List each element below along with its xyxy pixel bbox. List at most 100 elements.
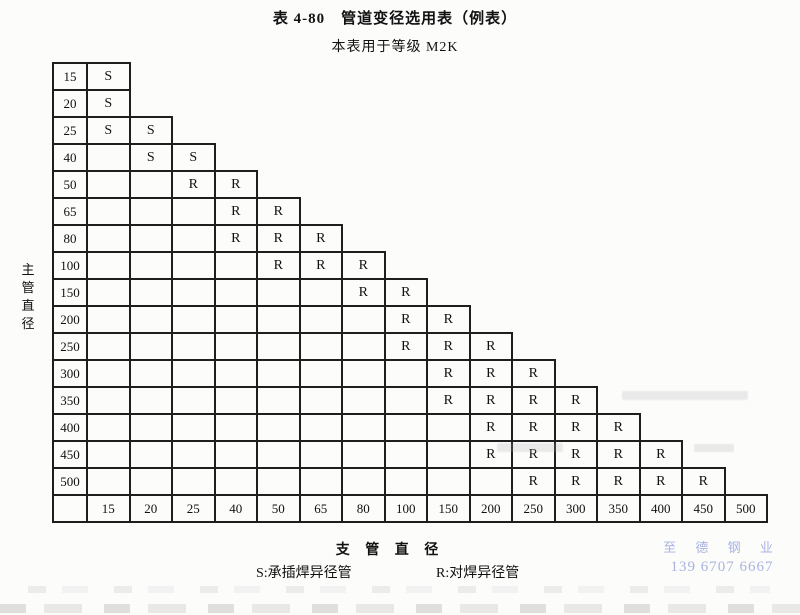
table-row: 50 R R xyxy=(52,170,767,199)
main-pipe-axis-label: 主管直径 xyxy=(21,262,35,331)
row-label: 500 xyxy=(52,467,88,496)
empty-cell xyxy=(171,305,216,334)
empty-cell xyxy=(171,359,216,388)
mark-cell: R xyxy=(426,332,471,361)
row-label: 100 xyxy=(52,251,88,280)
col-label: 350 xyxy=(596,494,641,523)
empty-cell xyxy=(256,359,301,388)
branch-size-row: 15 20 25 40 50 65 80 100 150 200 250 300 350 400 450 50… xyxy=(52,494,768,523)
table-row: 100 R R R xyxy=(52,251,767,280)
empty-cell xyxy=(86,278,131,307)
row-label: 40 xyxy=(52,143,88,172)
empty-cell xyxy=(298,413,343,442)
mark-cell: R xyxy=(468,332,513,361)
empty-cell xyxy=(213,413,258,442)
empty-cell xyxy=(383,413,428,442)
legend-socket-weld: S:承插焊异径管 xyxy=(256,566,352,581)
col-label: 15 xyxy=(86,494,131,523)
mark-cell: R xyxy=(553,467,598,496)
empty-cell xyxy=(86,224,131,253)
row-label: 25 xyxy=(52,116,88,145)
empty-cell xyxy=(128,332,173,361)
row-label: 15 xyxy=(52,62,88,91)
empty-cell xyxy=(128,251,173,280)
mark-cell: R xyxy=(256,224,301,253)
empty-cell xyxy=(128,386,173,415)
page-title: 表 4-80 管道变径选用表（例表） xyxy=(272,11,518,27)
mark-cell: R xyxy=(256,251,301,280)
empty-cell xyxy=(256,467,301,496)
mark-cell: R xyxy=(681,467,726,496)
empty-cell xyxy=(171,251,216,280)
empty-cell xyxy=(86,170,131,199)
mark-cell: R xyxy=(256,197,301,226)
mark-cell: R xyxy=(638,467,683,496)
empty-cell xyxy=(128,359,173,388)
col-label: 150 xyxy=(426,494,471,523)
mark-cell: R xyxy=(213,170,258,199)
empty-cell xyxy=(86,467,131,496)
empty-cell xyxy=(128,467,173,496)
empty-cell xyxy=(171,413,216,442)
row-label: 50 xyxy=(52,170,88,199)
mark-cell: S xyxy=(86,89,131,118)
empty-cell xyxy=(86,305,131,334)
mark-cell: R xyxy=(383,278,428,307)
empty-cell xyxy=(128,413,173,442)
table-row: 20 S xyxy=(52,89,767,118)
empty-cell xyxy=(128,278,173,307)
col-label: 40 xyxy=(213,494,258,523)
empty-cell xyxy=(86,359,131,388)
table-row: 250 R R R xyxy=(52,332,767,361)
row-label: 150 xyxy=(52,278,88,307)
corner-cell xyxy=(52,494,88,523)
mark-cell: R xyxy=(468,359,513,388)
empty-cell xyxy=(86,251,131,280)
empty-cell xyxy=(341,359,386,388)
mark-cell: R xyxy=(511,386,556,415)
empty-cell xyxy=(171,440,216,469)
mark-cell: R xyxy=(171,170,216,199)
table-row: 15 S xyxy=(52,62,767,91)
scan-artifact xyxy=(497,443,563,452)
col-label: 65 xyxy=(298,494,343,523)
row-label: 300 xyxy=(52,359,88,388)
mark-cell: R xyxy=(468,413,513,442)
mark-cell: R xyxy=(511,359,556,388)
empty-cell xyxy=(426,413,471,442)
mark-cell: R xyxy=(298,251,343,280)
empty-cell xyxy=(383,386,428,415)
scan-artifact-cropped-text xyxy=(0,604,800,613)
mark-cell: S xyxy=(171,143,216,172)
empty-cell xyxy=(86,332,131,361)
col-label: 500 xyxy=(723,494,768,523)
col-label: 25 xyxy=(171,494,216,523)
branch-pipe-axis-label: 支 管 直 径 xyxy=(335,543,445,558)
mark-cell: R xyxy=(426,386,471,415)
empty-cell xyxy=(383,440,428,469)
empty-cell xyxy=(213,278,258,307)
col-label: 100 xyxy=(383,494,428,523)
row-label: 400 xyxy=(52,413,88,442)
mark-cell: R xyxy=(468,440,513,469)
empty-cell xyxy=(171,386,216,415)
empty-cell xyxy=(256,440,301,469)
empty-cell xyxy=(128,197,173,226)
empty-cell xyxy=(341,386,386,415)
mark-cell: R xyxy=(553,386,598,415)
empty-cell xyxy=(298,359,343,388)
row-label: 200 xyxy=(52,305,88,334)
empty-cell xyxy=(213,440,258,469)
empty-cell xyxy=(213,305,258,334)
reducer-table: 15 S 20 S 25 S S 40 S S 50 R R 65 R R 80 R R R 100 R R R 150 R R 20… xyxy=(52,62,768,523)
empty-cell xyxy=(86,413,131,442)
mark-cell: R xyxy=(511,440,556,469)
empty-cell xyxy=(256,305,301,334)
table-row: 65 R R xyxy=(52,197,767,226)
table-row: 150 R R xyxy=(52,278,767,307)
mark-cell: R xyxy=(213,224,258,253)
scan-artifact xyxy=(622,391,748,400)
row-label: 65 xyxy=(52,197,88,226)
watermark: 至 德 钢 业 139 6707 6667 xyxy=(652,537,792,576)
scan-artifact-cropped-text xyxy=(28,586,770,593)
